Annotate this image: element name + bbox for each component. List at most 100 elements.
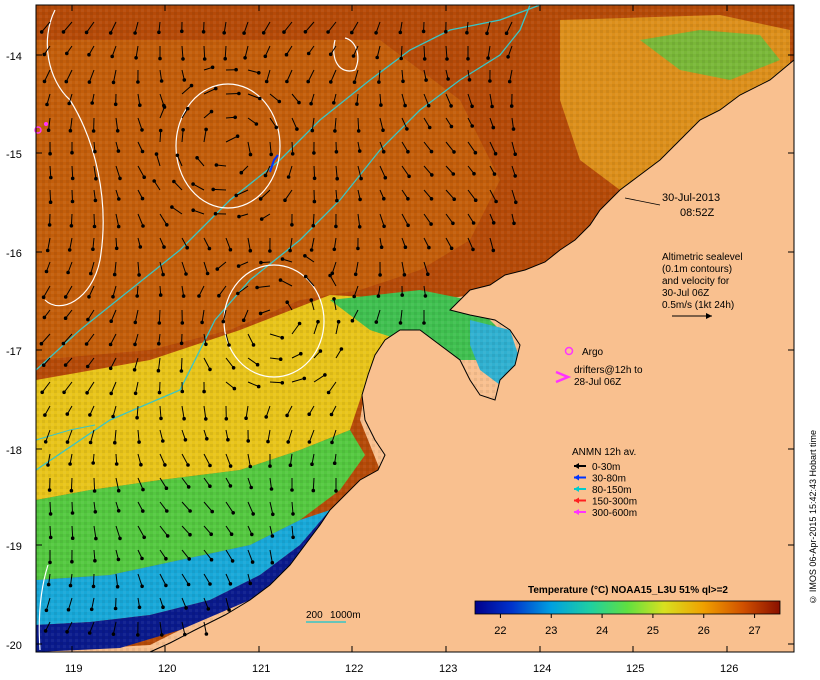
velocity-arrow-head	[68, 462, 72, 466]
velocity-arrow-head	[140, 584, 144, 589]
velocity-arrow-head	[90, 101, 94, 105]
velocity-arrow-head	[328, 273, 332, 278]
velocity-arrow	[112, 405, 117, 417]
velocity-arrow-head	[228, 247, 233, 252]
velocity-arrow-head	[161, 605, 165, 610]
velocity-arrow-head	[259, 260, 263, 265]
velocity-arrow-head	[91, 247, 95, 251]
velocity-arrow-head	[270, 534, 275, 538]
argo-float-marker	[34, 126, 42, 134]
velocity-arrow-head	[133, 391, 138, 396]
velocity-arrow-head	[157, 390, 162, 395]
velocity-arrow-head	[94, 176, 98, 181]
velocity-arrow-head	[309, 248, 314, 252]
velocity-arrow	[112, 285, 117, 297]
velocity-arrow-head	[332, 101, 336, 105]
velocity-arrow-head	[493, 151, 498, 156]
colorbar-tick-label: 25	[647, 625, 659, 637]
velocity-arrow	[71, 165, 74, 179]
velocity-arrow	[222, 309, 227, 322]
velocity-arrow-head	[87, 52, 91, 57]
velocity-arrow	[115, 477, 120, 491]
velocity-arrow	[243, 309, 249, 321]
velocity-arrow-head	[405, 127, 409, 131]
velocity-arrow-head	[426, 272, 430, 277]
velocity-arrow-head	[85, 391, 89, 395]
velocity-arrow-head	[488, 79, 492, 83]
velocity-arrow-head	[213, 211, 218, 216]
velocity-arrow	[192, 183, 205, 191]
velocity-arrow	[159, 621, 163, 635]
velocity-arrow-head	[332, 297, 336, 301]
velocity-arrow	[49, 501, 52, 514]
velocity-arrow-head	[204, 632, 209, 636]
altimetry-line: (0.1m contours)	[662, 264, 732, 275]
velocity-arrow	[506, 21, 513, 34]
velocity-arrow	[67, 261, 73, 273]
velocity-arrow-head	[39, 30, 44, 34]
velocity-arrow-head	[444, 29, 448, 34]
velocity-arrow	[181, 501, 191, 512]
velocity-arrow-head	[514, 200, 518, 205]
velocity-arrow	[312, 477, 315, 491]
velocity-arrow	[137, 261, 140, 275]
velocity-arrow	[401, 117, 408, 130]
velocity-arrow-head	[326, 30, 330, 34]
velocity-arrow	[313, 165, 316, 179]
velocity-arrow-head	[309, 298, 314, 302]
velocity-arrow-head	[117, 197, 121, 201]
velocity-arrow-head	[231, 366, 236, 370]
velocity-arrow-head	[423, 294, 428, 298]
velocity-arrow-head	[426, 103, 431, 108]
velocity-arrow	[375, 21, 381, 33]
velocity-arrow-head	[181, 294, 186, 298]
velocity-arrow	[137, 429, 140, 443]
velocity-arrow-head	[93, 558, 97, 563]
velocity-arrow	[313, 374, 326, 383]
velocity-arrow-head	[191, 182, 195, 186]
velocity-arrow	[400, 45, 403, 59]
velocity-arrow	[511, 141, 516, 155]
velocity-arrow-head	[113, 606, 118, 611]
velocity-arrow	[378, 69, 381, 83]
velocity-arrow-head	[170, 205, 174, 209]
velocity-arrow-head	[162, 105, 167, 109]
velocity-arrow	[247, 453, 251, 467]
velocity-arrow	[266, 69, 271, 82]
velocity-arrow-head	[316, 319, 320, 324]
velocity-arrow	[357, 117, 360, 131]
velocity-arrow-head	[471, 221, 476, 225]
velocity-arrow-head	[422, 321, 426, 325]
velocity-arrow	[201, 309, 205, 323]
velocity-arrow-head	[424, 78, 428, 82]
velocity-arrow-head	[70, 536, 75, 541]
velocity-arrow	[86, 381, 95, 394]
velocity-arrow	[44, 69, 51, 82]
velocity-arrow	[376, 45, 381, 58]
velocity-arrow	[357, 213, 361, 227]
velocity-arrow-head	[43, 413, 47, 417]
altimetry-line: and velocity for	[662, 276, 730, 287]
velocity-arrow-head	[290, 488, 294, 492]
lon-label: 122	[345, 663, 363, 675]
velocity-arrow-head	[68, 583, 73, 588]
velocity-arrow	[379, 165, 386, 178]
velocity-arrow	[45, 597, 51, 611]
velocity-arrow	[445, 141, 455, 153]
velocity-arrow-head	[91, 129, 96, 133]
velocity-arrow	[304, 255, 315, 263]
velocity-arrow	[401, 141, 409, 152]
velocity-arrow-head	[88, 413, 92, 417]
velocity-arrow-head	[161, 272, 165, 277]
velocity-arrow-head	[63, 316, 68, 321]
velocity-arrow	[247, 381, 259, 388]
velocity-arrow	[353, 45, 359, 57]
velocity-arrow	[291, 141, 294, 154]
velocity-arrow	[423, 45, 426, 59]
velocity-arrow-head	[278, 278, 283, 282]
velocity-arrow-head	[64, 79, 69, 84]
velocity-arrow	[159, 130, 162, 143]
velocity-arrow	[330, 69, 337, 83]
velocity-arrow-head	[160, 633, 164, 637]
velocity-arrow-head	[248, 464, 253, 469]
